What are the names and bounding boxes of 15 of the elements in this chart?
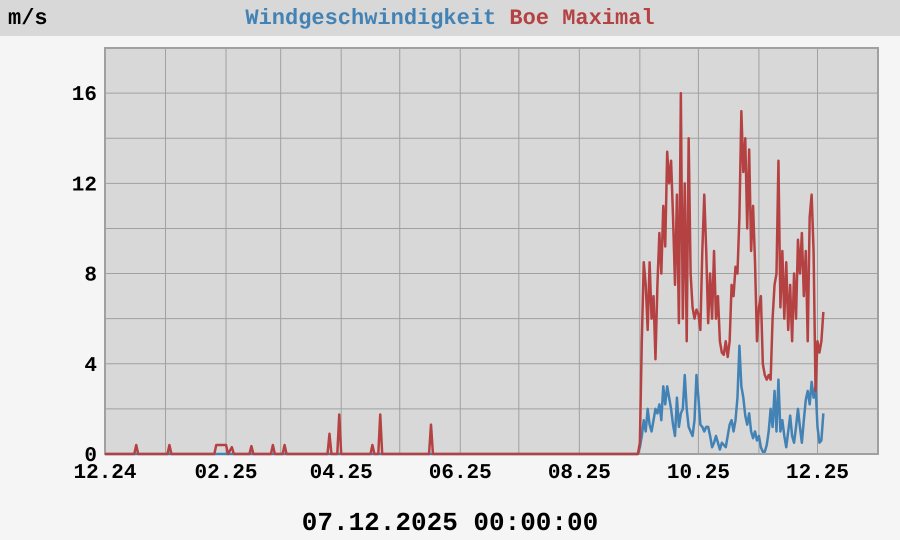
- x-tick-label: 12.25: [786, 462, 849, 485]
- y-tick-label: 12: [72, 174, 97, 198]
- y-tick-label: 8: [84, 264, 97, 288]
- x-tick-label: 08.25: [548, 462, 611, 485]
- text: Windgeschwindigkeit: [245, 6, 496, 31]
- y-axis-title: m/s: [8, 6, 48, 31]
- x-tick-label: 04.25: [310, 462, 373, 485]
- y-tick-label: 4: [84, 354, 97, 378]
- x-tick-label: 06.25: [428, 462, 492, 485]
- x-tick-label: 10.25: [666, 462, 730, 485]
- x-tick-label: 02.25: [194, 462, 258, 485]
- text: Boe Maximal: [509, 6, 655, 31]
- x-axis-title: 07.12.2025 00:00:00: [302, 508, 598, 538]
- y-tick-label: 16: [72, 84, 97, 108]
- line-series: [104, 92, 825, 456]
